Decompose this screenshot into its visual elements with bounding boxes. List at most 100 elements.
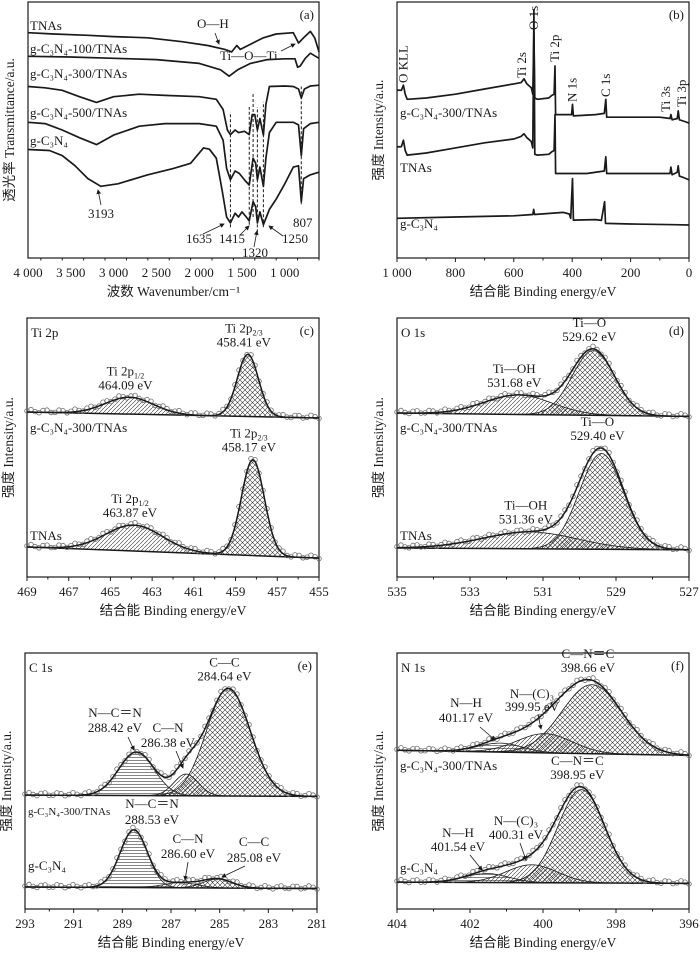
component-name: N—H: [450, 695, 482, 710]
component-subscript: 1/2: [139, 499, 149, 508]
data-point: [238, 702, 244, 708]
peak-label: Ti 3p: [674, 80, 689, 107]
x-tick-label: 396: [679, 916, 699, 931]
data-point: [570, 787, 576, 793]
x-axis-label: 结合能 Binding energy/eV: [98, 935, 245, 950]
annotation-arrow: [221, 865, 246, 878]
x-tick-label: 535: [387, 584, 407, 599]
component-name: Ti 2p1/2: [107, 363, 145, 380]
component-energy: 529.40 eV: [570, 428, 625, 443]
component-name-text: C—N: [152, 720, 184, 735]
peak-label: Ti 3s: [658, 86, 673, 112]
x-tick-label: 533: [460, 584, 480, 599]
fit-baseline: [26, 411, 320, 419]
y-axis-label: 强度 Intensity/a.u.: [371, 397, 386, 498]
annotation-arrow: [127, 736, 135, 751]
data-point: [642, 533, 648, 539]
data-point: [614, 851, 620, 857]
data-point: [570, 366, 576, 372]
y-axis-label: 强度 Intensity/a.u.: [371, 731, 386, 832]
data-point: [554, 815, 560, 821]
component-name: Ti—O: [573, 315, 606, 330]
panel-label: (c): [300, 323, 314, 338]
data-point: [154, 869, 160, 875]
annotation-arrow: [214, 32, 220, 45]
region-title: O 1s: [401, 325, 425, 340]
peak-annotation: 1250: [282, 231, 308, 246]
component-name-text: C—C: [209, 654, 239, 669]
annotation-arrow: [268, 225, 284, 237]
data-point: [122, 758, 128, 764]
peak-annotation: O—H: [197, 16, 229, 31]
x-tick-label: 527: [679, 584, 699, 599]
x-tick-label: 1 500: [227, 265, 256, 280]
x-tick-label: 800: [446, 265, 466, 280]
data-point: [542, 708, 548, 714]
data-point: [224, 543, 230, 549]
peak-label: C 1s: [598, 74, 613, 97]
annotation-arrow: [253, 230, 259, 248]
data-point: [170, 770, 176, 776]
data-point: [654, 745, 660, 751]
panel-label: (b): [669, 7, 684, 22]
data-point: [582, 786, 588, 792]
data-point: [242, 712, 248, 718]
data-point: [590, 343, 596, 349]
component-name-text: N—C＝N: [125, 796, 179, 811]
x-tick-label: 531: [533, 584, 553, 599]
peak-label: Ti 2s: [514, 52, 529, 78]
component-name-text: N—C＝N: [88, 705, 142, 720]
data-point: [630, 724, 636, 730]
x-tick-label: 400: [533, 916, 553, 931]
data-point: [198, 733, 204, 739]
plot-frame: [27, 1, 320, 259]
series-label: g-C₃N₄: [30, 133, 68, 148]
component-name-text: C—N＝C: [551, 753, 604, 768]
component-name-text: C—C: [239, 834, 269, 849]
x-axis-label: 结合能 Binding energy/eV: [470, 284, 617, 299]
data-point: [554, 387, 560, 394]
panel-label: (f): [671, 658, 684, 673]
component-name: Ti 2p1/2: [111, 491, 149, 508]
data-point: [138, 751, 144, 757]
series-label: g-C₃N₄: [400, 860, 438, 875]
series-label: TNAs: [30, 528, 62, 543]
component-name: Ti—OH: [493, 361, 536, 376]
data-point: [550, 822, 556, 828]
x-tick-label: 404: [387, 916, 407, 931]
data-point: [570, 682, 576, 688]
x-tick-label: 293: [15, 916, 35, 931]
component-energy: 288.42 eV: [88, 720, 143, 735]
data-point: [554, 698, 560, 704]
annotation-arrow: [280, 43, 296, 52]
x-tick-label: 4 000: [13, 265, 42, 280]
data-point: [268, 407, 274, 413]
component-name: N—C＝N: [88, 705, 142, 720]
data-point: [150, 764, 156, 770]
annotation-arrow: [175, 750, 184, 769]
region-title: Ti 2p: [31, 325, 58, 340]
data-point: [598, 351, 604, 357]
data-point: [122, 838, 128, 844]
x-tick-label: 459: [226, 584, 246, 599]
data-point: [134, 828, 140, 834]
series-line: [27, 147, 320, 226]
x-tick-label: 402: [460, 916, 480, 931]
chart-panel-e: 293 291 289 287 285 283 281 结合能 Binding energy/…: [0, 652, 327, 950]
fit-envelope: [397, 348, 689, 418]
component-name: C—N＝C: [562, 646, 615, 661]
fit-baseline: [26, 546, 320, 559]
data-point: [526, 721, 532, 728]
series-label: g-C₃N₄: [400, 216, 438, 231]
series-label: TNAs: [30, 18, 62, 33]
x-tick-label: 200: [621, 265, 641, 280]
data-point: [224, 403, 230, 409]
data-point: [110, 774, 116, 780]
fit-envelope: [27, 353, 320, 419]
series-label: g-C₃N₄-300/TNAs: [400, 420, 497, 435]
x-tick-label: 457: [268, 584, 288, 599]
series-line: [396, 31, 690, 124]
series-label: g-C₃N₄-300/TNAs: [400, 758, 497, 773]
annotation-arrow: [239, 225, 250, 236]
fit-envelope: [25, 829, 317, 890]
